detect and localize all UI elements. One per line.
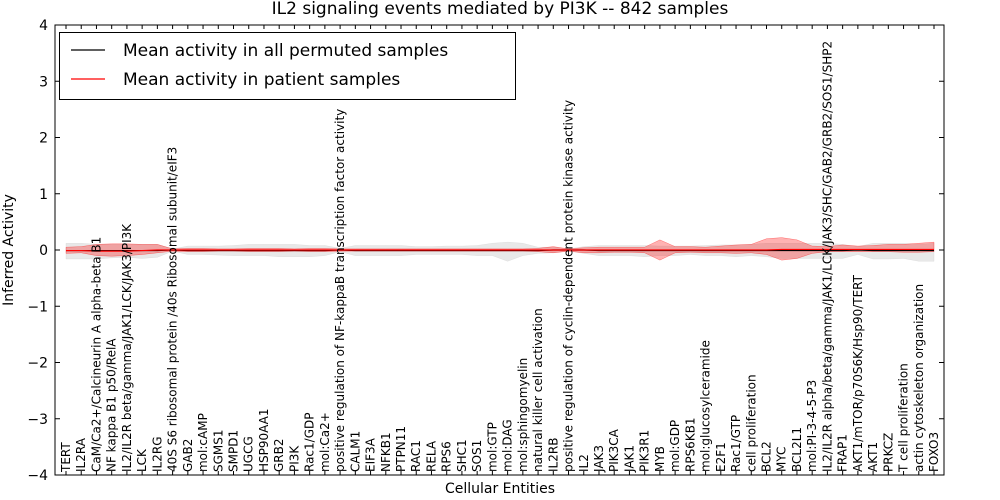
- x-tick-label: JAK1: [622, 445, 636, 473]
- x-tick-label: AKT1: [866, 442, 880, 472]
- legend-label-patient: Mean activity in patient samples: [123, 70, 400, 90]
- x-tick-label: mol:GDP: [668, 420, 682, 472]
- x-tick-label: Rac1/GTP: [729, 415, 743, 472]
- x-tick-label: PRKCZ: [881, 433, 895, 472]
- x-tick-label: IL2/IL2R beta/gamma/JAK1/LCK/JAK3/PI3K: [120, 223, 134, 472]
- x-tick-label: RPS6: [440, 441, 454, 472]
- x-tick-label: SOS1: [470, 440, 484, 472]
- x-tick-label: SGMS1: [211, 429, 225, 472]
- x-tick-label: E2F1: [714, 442, 728, 472]
- legend: Mean activity in all permuted samples Me…: [59, 32, 516, 100]
- x-tick-label: PI3K: [287, 445, 301, 472]
- x-tick-labels: TERT IL2RA CaM/Ca2+/Calcineurin A alpha-be…: [59, 25, 941, 475]
- x-tick-label: MYB: [653, 446, 667, 472]
- band-patient: [65, 237, 935, 261]
- y-tick-label: −1: [27, 299, 48, 315]
- x-tick-label: mol:cAMP: [196, 413, 210, 472]
- x-tick-label: PTPN11: [394, 426, 408, 472]
- x-tick-label: RPS6KB1: [683, 417, 697, 472]
- x-tick-label: IL2RA: [74, 437, 88, 472]
- x-tick-label: NF kappa B1 p50/RelA: [105, 338, 119, 472]
- x-tick-label: MYC: [775, 447, 789, 472]
- x-tick-label: LCK: [135, 448, 149, 472]
- x-tick-label: CALM1: [348, 431, 362, 472]
- x-tick-label: IL2RB: [546, 438, 560, 472]
- x-tick-label: SHC1: [455, 439, 469, 472]
- x-tick-label: positive regulation of cyclin-dependent …: [562, 100, 576, 472]
- x-tick-label: PIK3CA: [607, 428, 621, 472]
- x-tick-label: FOXO3: [927, 432, 941, 472]
- y-axis: −4 −3 −2 −1 0 1 2 3 4: [27, 18, 944, 484]
- x-tick-label: IL2: [577, 454, 591, 472]
- x-tick-label: FRAP1: [836, 434, 850, 472]
- x-tick-label: IL2/IL2R alpha/beta/gamma/JAK1/LCK/JAK3/…: [820, 41, 834, 472]
- x-tick-label: mol:GTP: [485, 422, 499, 472]
- x-tick-label: T cell proliferation: [897, 363, 911, 473]
- x-tick-label: positive regulation of NF-kappaB transcr…: [333, 109, 347, 472]
- legend-frame: [59, 32, 516, 100]
- x-tick-label: RELA: [424, 440, 438, 472]
- x-tick-label: Rac1/GDP: [303, 413, 317, 472]
- plot-area: [54, 24, 945, 476]
- x-tick-label: mol:DAG: [501, 419, 515, 472]
- x-tick-label: HSP90AA1: [257, 408, 271, 472]
- x-tick-label: mol:sphingomyelin: [516, 358, 530, 472]
- x-tick-label: GAB2: [181, 439, 195, 472]
- x-tick-label: BCL2: [759, 441, 773, 472]
- x-tick-label: RAC1: [409, 440, 423, 472]
- x-tick-label: PIK3R1: [638, 430, 652, 472]
- band-permuted: [65, 241, 935, 262]
- x-tick-label: AKT1/mTOR/p70S6K/Hsp90/TERT: [851, 274, 865, 472]
- y-tick-label: −4: [27, 468, 48, 484]
- x-tick-label: CaM/Ca2+/Calcineurin A alpha-beta B1: [89, 237, 103, 472]
- series-line-patient: [66, 248, 934, 252]
- x-axis-label: Cellular Entities: [445, 481, 555, 497]
- y-tick-label: 2: [39, 131, 48, 147]
- y-tick-label: 0: [39, 243, 48, 259]
- x-tick-label: IL2RG: [150, 437, 164, 473]
- chart-title: IL2 signaling events mediated by PI3K --…: [272, 0, 729, 19]
- y-tick-label: −3: [27, 412, 48, 428]
- x-tick-label: TERT: [59, 442, 73, 473]
- x-tick-label: 40S S6 ribosomal protein /40s Ribosomal …: [166, 147, 180, 472]
- x-tick-label: SMPD1: [227, 430, 241, 472]
- y-axis-label: Inferred Activity: [1, 194, 17, 306]
- x-tick-label: mol:Ca2+: [318, 412, 332, 472]
- x-tick-label: UGCG: [242, 436, 256, 472]
- x-tick-label: GRB2: [272, 438, 286, 472]
- x-tick-label: mol:PI-3-4-5-P3: [805, 380, 819, 472]
- x-tick-label: cell proliferation: [744, 374, 758, 472]
- x-tick-label: actin cytoskeleton organization: [912, 284, 926, 472]
- x-tick-label: JAK3: [592, 445, 606, 473]
- y-tick-label: −2: [27, 356, 48, 372]
- x-tick-label: NFKB1: [379, 432, 393, 472]
- x-tick-label: natural killer cell activation: [531, 308, 545, 472]
- x-tick-label: BCL2L1: [790, 427, 804, 472]
- y-tick-label: 1: [39, 187, 48, 203]
- x-tick-label: EIF3A: [364, 437, 378, 472]
- y-tick-label: 3: [39, 74, 48, 90]
- legend-label-permuted: Mean activity in all permuted samples: [123, 41, 448, 61]
- y-tick-label: 4: [39, 18, 48, 34]
- x-tick-label: mol:glucosylceramide: [699, 340, 713, 472]
